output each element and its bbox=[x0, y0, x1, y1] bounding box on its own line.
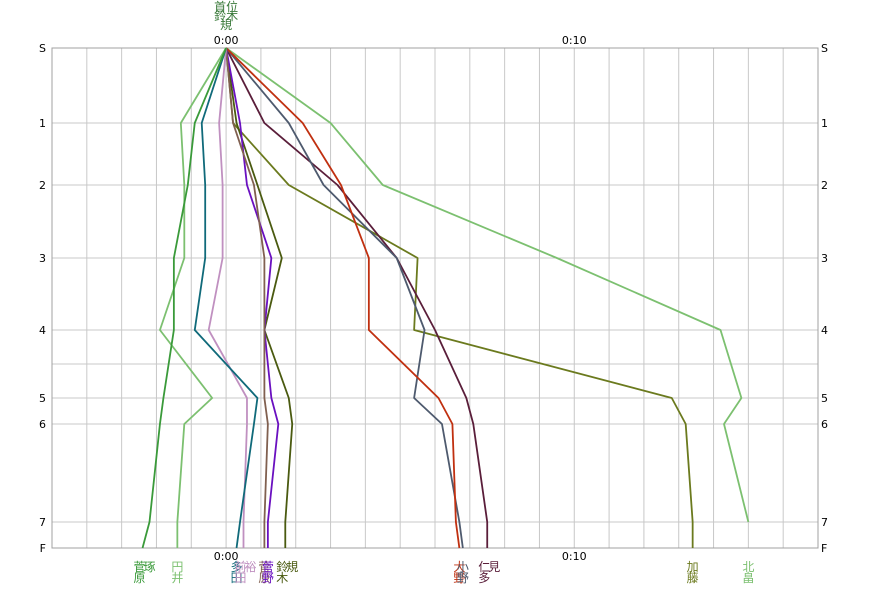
y-tick-label-left: S bbox=[39, 42, 46, 55]
series-name-char: 仁 bbox=[478, 560, 490, 574]
series-name-char: 規 bbox=[286, 559, 298, 574]
y-tick-label-left: 7 bbox=[39, 516, 46, 529]
series-name-label: 鈴木規 bbox=[276, 559, 298, 585]
series-name-label: 菅原 bbox=[258, 560, 270, 585]
series-line bbox=[225, 47, 694, 548]
series-name-char: 原 bbox=[134, 571, 146, 585]
leader-label: 鈴木 bbox=[214, 8, 238, 23]
series-name-char: 鈴 bbox=[276, 559, 288, 574]
x-tick-label-top: 0:00 bbox=[214, 34, 239, 47]
leader-label: 規 bbox=[220, 17, 232, 32]
y-tick-label-right: 6 bbox=[821, 418, 828, 431]
series-name-label: 大野 bbox=[453, 560, 465, 585]
series-name-label: 菅野 bbox=[262, 560, 274, 585]
series-name-char: 木 bbox=[276, 571, 288, 585]
series-name-char: 菅 bbox=[134, 560, 146, 574]
chart-grid bbox=[51, 47, 819, 549]
y-tick-label-left: 2 bbox=[39, 179, 46, 192]
series-name-char: 加 bbox=[687, 560, 699, 574]
y-tick-label-right: 2 bbox=[821, 179, 828, 192]
series-line bbox=[225, 47, 489, 548]
series-name-label: 前田裕 bbox=[234, 559, 256, 585]
y-tick-label-right: 3 bbox=[821, 252, 828, 265]
series-name-char: 前 bbox=[234, 559, 246, 574]
series-name-char: 裕 bbox=[244, 559, 256, 574]
y-tick-label-left: F bbox=[40, 542, 46, 555]
series-name-label: 円井 bbox=[171, 560, 183, 585]
series-name-char: 大 bbox=[453, 560, 465, 574]
series-name-char: 北 bbox=[742, 560, 754, 574]
series-line bbox=[225, 47, 461, 549]
y-tick-label-left: 6 bbox=[39, 418, 46, 431]
series-name-char: 多 bbox=[478, 571, 490, 585]
leader-label: 首位 bbox=[214, 0, 238, 14]
x-tick-label-bottom: 0:10 bbox=[562, 550, 587, 563]
series-name-label: 北畠 bbox=[742, 560, 754, 585]
series-name-char: 小 bbox=[457, 560, 469, 574]
x-tick-label-top: 0:10 bbox=[562, 34, 587, 47]
series-name-char: 菅 bbox=[258, 560, 270, 574]
series-name-char: 野 bbox=[262, 571, 274, 585]
series-name-char: 野 bbox=[453, 571, 465, 585]
x-tick-label-bottom: 0:00 bbox=[214, 550, 239, 563]
series-name-char: 田 bbox=[234, 571, 246, 585]
series-line bbox=[225, 47, 464, 549]
series-name-char: 琢 bbox=[144, 560, 156, 574]
series-name-char: 菅 bbox=[262, 560, 274, 574]
series-name-char: 円 bbox=[171, 560, 183, 574]
series-line bbox=[141, 47, 227, 549]
y-tick-label-right: 7 bbox=[821, 516, 828, 529]
series-name-char: 田 bbox=[231, 571, 243, 585]
series-line bbox=[193, 47, 259, 549]
series-name-label: 加藤 bbox=[687, 560, 699, 585]
series-name-label: 菅原琢 bbox=[134, 560, 156, 585]
series-name-char: 見 bbox=[488, 560, 500, 574]
y-tick-label-right: 4 bbox=[821, 324, 828, 337]
series-name-char: 藤 bbox=[687, 571, 699, 585]
series-line bbox=[225, 47, 750, 523]
chart-series bbox=[141, 47, 750, 549]
series-name-char: 畠 bbox=[742, 570, 754, 585]
series-name-char: 原 bbox=[258, 571, 270, 585]
y-tick-label-left: 1 bbox=[39, 117, 46, 130]
y-tick-label-left: 5 bbox=[39, 392, 46, 405]
series-name-label: 多田 bbox=[231, 560, 243, 585]
series-line bbox=[225, 47, 269, 548]
y-tick-label-left: 4 bbox=[39, 324, 46, 337]
series-name-char: 井 bbox=[171, 571, 183, 585]
y-tick-label-right: F bbox=[821, 542, 827, 555]
y-tick-label-left: 3 bbox=[39, 252, 46, 265]
series-name-char: 野 bbox=[457, 571, 469, 585]
plot-frame bbox=[51, 47, 819, 549]
series-name-label: 仁多見 bbox=[478, 560, 500, 585]
series-name-label: 小野 bbox=[457, 560, 469, 585]
series-name-char: 多 bbox=[231, 560, 243, 574]
y-tick-label-right: S bbox=[821, 42, 828, 55]
y-tick-label-right: 5 bbox=[821, 392, 828, 405]
series-line bbox=[159, 47, 227, 548]
y-tick-label-right: 1 bbox=[821, 117, 828, 130]
